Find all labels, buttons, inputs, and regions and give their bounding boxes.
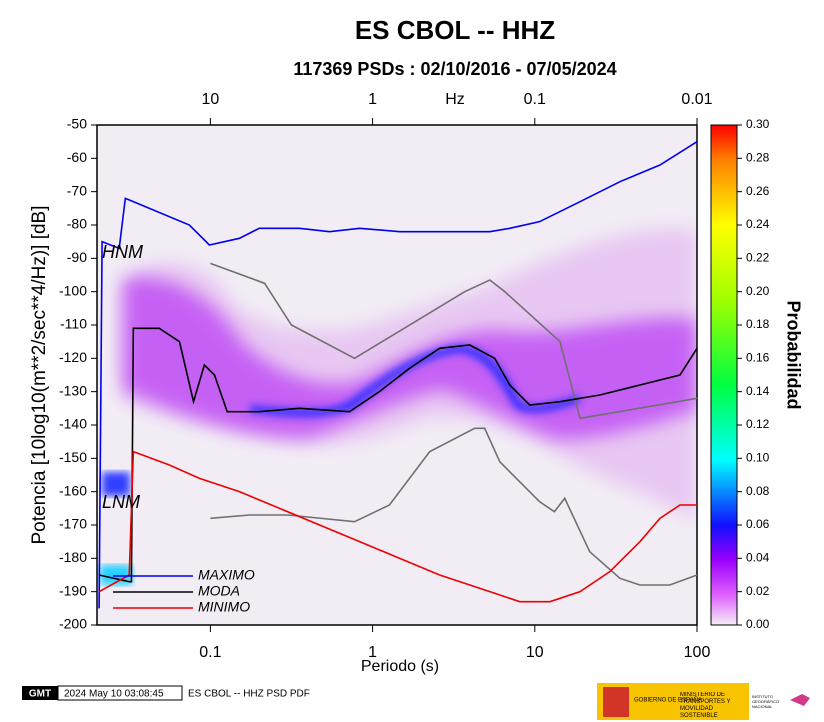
x-tick-label: 0.1: [199, 644, 221, 661]
colorbar-tick-label: 0.18: [746, 317, 770, 331]
reference-label: HNM: [102, 242, 143, 262]
ministry-box: MINISTERIO DE TRANSPORTES Y MOVILIDAD SO…: [680, 692, 731, 718]
gov-crest: [603, 687, 629, 717]
colorbar-tick-label: 0.02: [746, 584, 770, 598]
y-tick-label: -130: [59, 382, 87, 398]
x-tick-label: 10: [526, 644, 544, 661]
ign-logo: [790, 694, 810, 706]
colorbar-tick-label: 0.24: [746, 217, 770, 231]
y-tick-label: -120: [59, 349, 87, 365]
colorbar-tick-label: 0.28: [746, 151, 770, 165]
y-tick-label: -90: [67, 249, 87, 265]
colorbar-label: Probabilidad: [783, 300, 803, 409]
colorbar-tick-label: 0.12: [746, 417, 770, 431]
colorbar-tick-label: 0.10: [746, 451, 770, 465]
legend-label: MAXIMO: [198, 567, 255, 583]
y-tick-label: -180: [59, 549, 87, 565]
y-tick-label: -110: [60, 316, 87, 332]
x2-tick-label: 1: [368, 91, 377, 108]
colorbar-tick-label: 0.06: [746, 517, 770, 531]
colorbar-tick-label: 0.16: [746, 351, 770, 365]
legend-label: MINIMO: [198, 599, 250, 615]
y-tick-label: -150: [59, 449, 87, 465]
colorbar-tick-label: 0.14: [746, 384, 770, 398]
gmt-logo-text: GMT: [29, 689, 51, 700]
y-tick-label: -200: [59, 616, 87, 632]
colorbar-tick-label: 0.20: [746, 284, 770, 298]
caption: ES CBOL -- HHZ PSD PDF: [188, 689, 310, 700]
y-tick-label: -50: [67, 116, 87, 132]
legend-label: MODA: [198, 583, 240, 599]
timestamp-box: [57, 685, 183, 701]
reference-curve: [210, 262, 697, 420]
y-axis-label: Potencia [10log10(m**2/sec**4/Hz)] [dB]: [29, 205, 50, 544]
reference-label: LNM: [102, 492, 140, 512]
y-tick-label: -140: [59, 416, 87, 432]
gmt-logo: [22, 686, 58, 700]
x2-tick-label: 0.01: [681, 91, 712, 108]
y-tick-label: -170: [59, 516, 87, 532]
colorbar-tick-label: 0.30: [746, 117, 770, 131]
ministry-text: MINISTERIO DE TRANSPORTES Y MOVILIDAD SO…: [680, 692, 731, 718]
colorbar-tick-label: 0.22: [746, 251, 770, 265]
y-tick-label: -100: [59, 282, 87, 298]
subtitle: 117369 PSDs : 02/10/2016 - 07/05/2024: [293, 59, 616, 79]
reference-curve: [210, 427, 697, 586]
x2-tick-label: 0.1: [524, 91, 546, 108]
colorbar: [710, 124, 738, 626]
y-tick-label: -160: [59, 482, 87, 498]
institute-text: INSTITUTO GEOGRÁFICO NACIONAL: [752, 694, 780, 709]
plot-frame: [96, 124, 698, 626]
x-tick-label: 100: [684, 644, 711, 661]
colorbar-tick-label: 0.26: [746, 184, 770, 198]
y-tick-label: -70: [67, 182, 87, 198]
series-line: [98, 327, 697, 583]
x2-tick-label: 10: [201, 91, 219, 108]
institute-box: INSTITUTO GEOGRÁFICO NACIONAL: [752, 694, 780, 709]
gov-text: GOBIERNO DE ESPAÑA: [634, 697, 702, 704]
colorbar-tick-label: 0.04: [746, 551, 770, 565]
colorbar-tick-label: 0.00: [746, 617, 770, 631]
density-blob: [102, 472, 130, 496]
x2-axis-label: Hz: [445, 91, 465, 108]
series-line: [98, 450, 697, 603]
y-tick-label: -80: [67, 216, 87, 232]
y-tick-label: -60: [67, 149, 87, 165]
timestamp: 2024 May 10 03:08:45: [64, 689, 164, 700]
y-tick-label: -190: [59, 582, 87, 598]
x-axis-label: Periodo (s): [361, 658, 439, 675]
series-line: [98, 140, 697, 609]
title: ES CBOL -- HHZ: [355, 15, 555, 45]
colorbar-tick-label: 0.08: [746, 484, 770, 498]
footer: GMT 2024 May 10 03:08:45 ES CBOL -- HHZ …: [22, 683, 810, 720]
density-mid: [123, 277, 697, 440]
x-tick-label: 1: [368, 644, 377, 661]
